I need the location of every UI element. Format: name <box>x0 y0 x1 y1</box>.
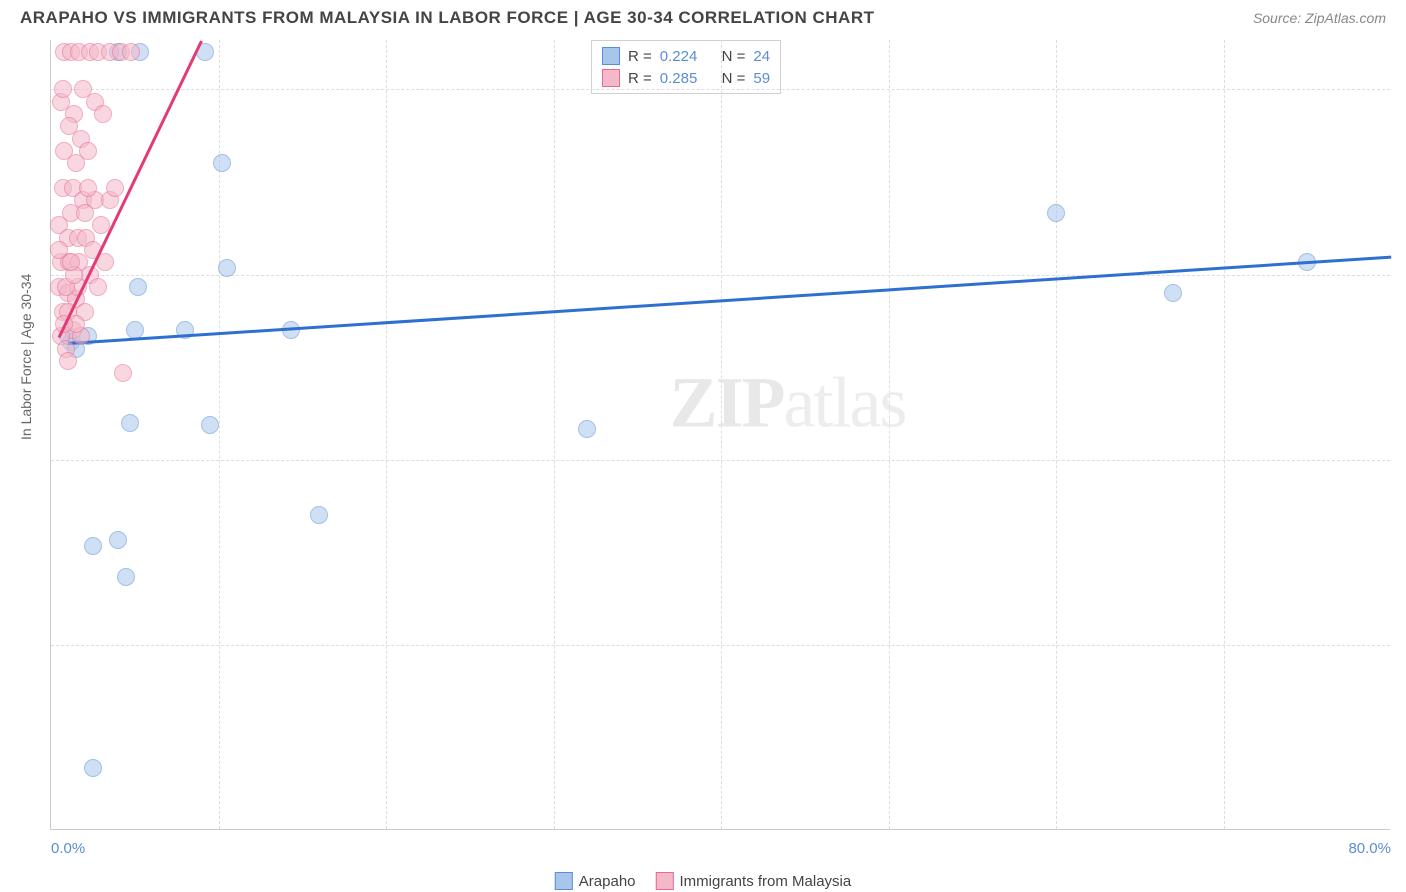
legend-swatch <box>602 47 620 65</box>
data-point <box>1047 204 1065 222</box>
data-point <box>76 204 94 222</box>
y-tick-label: 100.0% <box>1400 81 1406 98</box>
n-label: N = <box>722 48 746 65</box>
data-point <box>310 506 328 524</box>
source-attribution: Source: ZipAtlas.com <box>1253 10 1386 26</box>
legend-item: Arapaho <box>555 872 636 890</box>
n-label: N = <box>722 70 746 87</box>
data-point <box>89 278 107 296</box>
data-point <box>114 364 132 382</box>
legend-swatch <box>656 872 674 890</box>
y-axis-label: In Labor Force | Age 30-34 <box>18 274 34 440</box>
data-point <box>218 259 236 277</box>
data-point <box>94 105 112 123</box>
data-point <box>129 278 147 296</box>
watermark: ZIPatlas <box>669 361 905 444</box>
data-point <box>62 253 80 271</box>
y-tick-label: 85.0% <box>1400 266 1406 283</box>
gridline-vertical <box>721 40 722 829</box>
stats-row: R = 0.224 N = 24 <box>602 45 770 67</box>
x-tick-label: 0.0% <box>51 840 85 857</box>
data-point <box>109 531 127 549</box>
y-tick-label: 55.0% <box>1400 636 1406 653</box>
y-tick-label: 70.0% <box>1400 451 1406 468</box>
legend-swatch <box>555 872 573 890</box>
scatter-chart: ZIPatlas R =0.224 N =24R =0.285 N =59 55… <box>50 40 1390 830</box>
n-value: 59 <box>753 70 770 87</box>
data-point <box>60 117 78 135</box>
watermark-bold: ZIP <box>669 362 783 442</box>
series-legend: Arapaho Immigrants from Malaysia <box>555 872 851 890</box>
data-point <box>117 568 135 586</box>
r-label: R = <box>628 70 652 87</box>
r-label: R = <box>628 48 652 65</box>
legend-label: Arapaho <box>579 873 636 890</box>
gridline-vertical <box>386 40 387 829</box>
legend-label: Immigrants from Malaysia <box>680 873 852 890</box>
r-value: 0.224 <box>660 48 698 65</box>
watermark-thin: atlas <box>783 362 905 442</box>
data-point <box>59 352 77 370</box>
data-point <box>79 179 97 197</box>
data-point <box>213 154 231 172</box>
gridline-vertical <box>889 40 890 829</box>
data-point <box>54 80 72 98</box>
stats-row: R = 0.285 N = 59 <box>602 67 770 89</box>
data-point <box>1164 284 1182 302</box>
legend-item: Immigrants from Malaysia <box>656 872 852 890</box>
x-tick-label: 80.0% <box>1348 840 1391 857</box>
data-point <box>84 537 102 555</box>
chart-title: ARAPAHO VS IMMIGRANTS FROM MALAYSIA IN L… <box>20 8 875 28</box>
n-value: 24 <box>753 48 770 65</box>
data-point <box>55 142 73 160</box>
data-point <box>84 759 102 777</box>
legend-swatch <box>602 69 620 87</box>
stats-legend: R = 0.224 N = 24 R = 0.285 N = 59 <box>591 40 781 94</box>
r-value: 0.285 <box>660 70 698 87</box>
gridline-vertical <box>1224 40 1225 829</box>
data-point <box>122 43 140 61</box>
gridline-vertical <box>554 40 555 829</box>
data-point <box>578 420 596 438</box>
trend-line <box>68 256 1391 345</box>
data-point <box>106 179 124 197</box>
gridline-vertical <box>1056 40 1057 829</box>
data-point <box>201 416 219 434</box>
data-point <box>121 414 139 432</box>
